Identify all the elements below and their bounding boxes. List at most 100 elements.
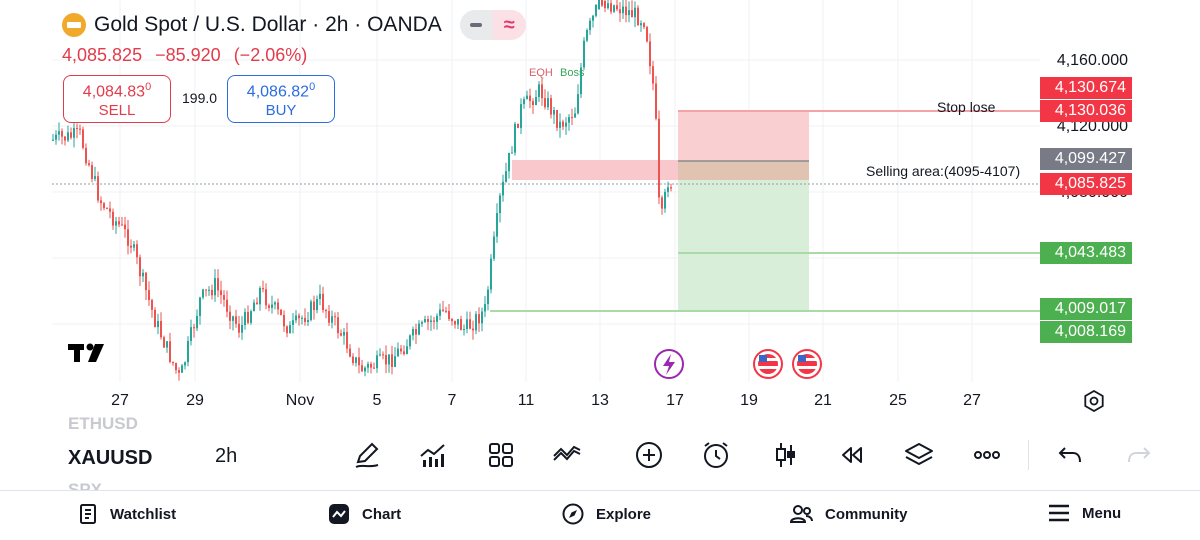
candle-body	[517, 123, 519, 128]
nav-explore[interactable]: Explore	[562, 503, 651, 525]
candle-body	[202, 289, 204, 298]
sell-button[interactable]: 4,084.830 SELL	[63, 75, 171, 123]
candle-body	[637, 7, 639, 26]
candle-body	[496, 213, 498, 237]
candle-body	[316, 298, 318, 311]
nav-community-label: Community	[825, 505, 908, 523]
candle-body	[658, 118, 660, 198]
candle-body	[130, 245, 132, 248]
minus-icon[interactable]	[459, 10, 493, 40]
undo-icon[interactable]	[1055, 440, 1085, 470]
chart-settings-icon[interactable]	[1083, 390, 1105, 412]
candle-body	[409, 335, 411, 347]
symbol-header[interactable]: Gold Spot / U.S. Dollar · 2h · OANDA ≈	[62, 10, 526, 40]
stop-loss-zone	[678, 111, 809, 161]
watchlist-icon	[80, 504, 96, 524]
price-tag-stop-high: 4,130.674	[1040, 77, 1132, 99]
candle-body	[613, 5, 615, 12]
buy-label: BUY	[265, 101, 297, 119]
candle-body	[100, 200, 102, 204]
price-chart[interactable]	[0, 0, 1200, 420]
replay-icon[interactable]	[837, 440, 867, 470]
time-tick: 17	[666, 392, 684, 409]
candle-body	[499, 195, 501, 214]
redo-icon[interactable]	[1124, 440, 1154, 470]
price-tag-entry: 4,099.427	[1040, 148, 1132, 170]
nav-community[interactable]: Community	[789, 503, 908, 525]
time-tick: 11	[517, 392, 535, 409]
indicators-icon[interactable]	[418, 440, 448, 470]
candle-body	[118, 221, 120, 225]
sell-label: SELL	[98, 101, 136, 119]
candle-body	[325, 310, 327, 312]
candle-body	[355, 357, 357, 363]
buy-button[interactable]: 4,086.820 BUY	[227, 75, 335, 123]
candle-type-icon[interactable]	[771, 440, 801, 470]
candle-body	[436, 315, 438, 322]
candle-body	[301, 317, 303, 319]
candle-body	[583, 40, 585, 68]
candle-body	[61, 131, 63, 137]
more-icon[interactable]	[972, 440, 1002, 470]
eqh-label: EQH	[529, 67, 553, 79]
candle-body	[124, 224, 126, 230]
candle-body	[349, 348, 351, 357]
price-tag-tp1: 4,043.483	[1040, 242, 1132, 264]
alert-icon[interactable]	[701, 440, 731, 470]
layers-icon[interactable]	[904, 440, 934, 470]
interval-selector[interactable]: 2h	[215, 445, 238, 467]
candle-body	[553, 109, 555, 115]
candle-body	[136, 244, 138, 258]
candle-body	[385, 354, 387, 365]
candle-body	[55, 134, 57, 140]
candle-body	[565, 122, 567, 127]
symbol-prev[interactable]: ETHUSD	[68, 414, 138, 433]
candle-body	[667, 187, 669, 192]
candle-body	[319, 293, 321, 299]
candle-body	[160, 320, 162, 338]
nav-menu[interactable]: Menu	[1048, 503, 1121, 523]
add-icon[interactable]	[634, 440, 664, 470]
candle-body	[223, 295, 225, 300]
draw-icon[interactable]	[352, 440, 382, 470]
candle-body	[487, 289, 489, 305]
candle-body	[607, 3, 609, 9]
chart-icon	[329, 504, 349, 524]
candle-body	[97, 176, 99, 201]
candle-body	[82, 129, 84, 148]
candle-body	[157, 320, 159, 328]
candle-body	[106, 208, 108, 210]
candle-body	[529, 95, 531, 102]
event-us-flag-icon[interactable]	[753, 349, 783, 379]
compare-icon[interactable]	[552, 440, 582, 470]
symbol-title[interactable]: Gold Spot / U.S. Dollar · 2h · OANDA	[94, 13, 442, 36]
candle-body	[460, 319, 462, 331]
entry-overlap-zone	[678, 161, 809, 180]
nav-watchlist[interactable]: Watchlist	[78, 503, 176, 525]
candle-body	[79, 128, 81, 130]
symbol-current[interactable]: XAUUSD	[68, 447, 153, 469]
boss-label: Boss	[560, 67, 585, 79]
candle-body	[187, 340, 189, 363]
event-flash-icon[interactable]	[654, 349, 684, 379]
event-us-flag-icon[interactable]	[792, 349, 822, 379]
time-tick: 25	[889, 392, 907, 409]
candle-body	[547, 98, 549, 108]
candle-body	[235, 316, 237, 324]
candle-body	[586, 30, 588, 41]
nav-chart-label: Chart	[362, 505, 402, 523]
candle-body	[298, 315, 300, 319]
nav-chart[interactable]: Chart	[328, 503, 401, 525]
candle-body	[406, 346, 408, 355]
wave-icon[interactable]: ≈	[492, 10, 526, 40]
candle-body	[94, 176, 96, 179]
candle-body	[610, 3, 612, 12]
time-tick: 27	[111, 392, 129, 409]
candle-body	[352, 356, 354, 363]
symbol-next[interactable]: SPX	[68, 480, 103, 490]
candle-body	[538, 84, 540, 97]
candle-body	[415, 329, 417, 335]
candle-body	[640, 23, 642, 26]
chart-mode-toggle[interactable]: ≈	[459, 10, 526, 40]
layout-icon[interactable]	[486, 440, 516, 470]
